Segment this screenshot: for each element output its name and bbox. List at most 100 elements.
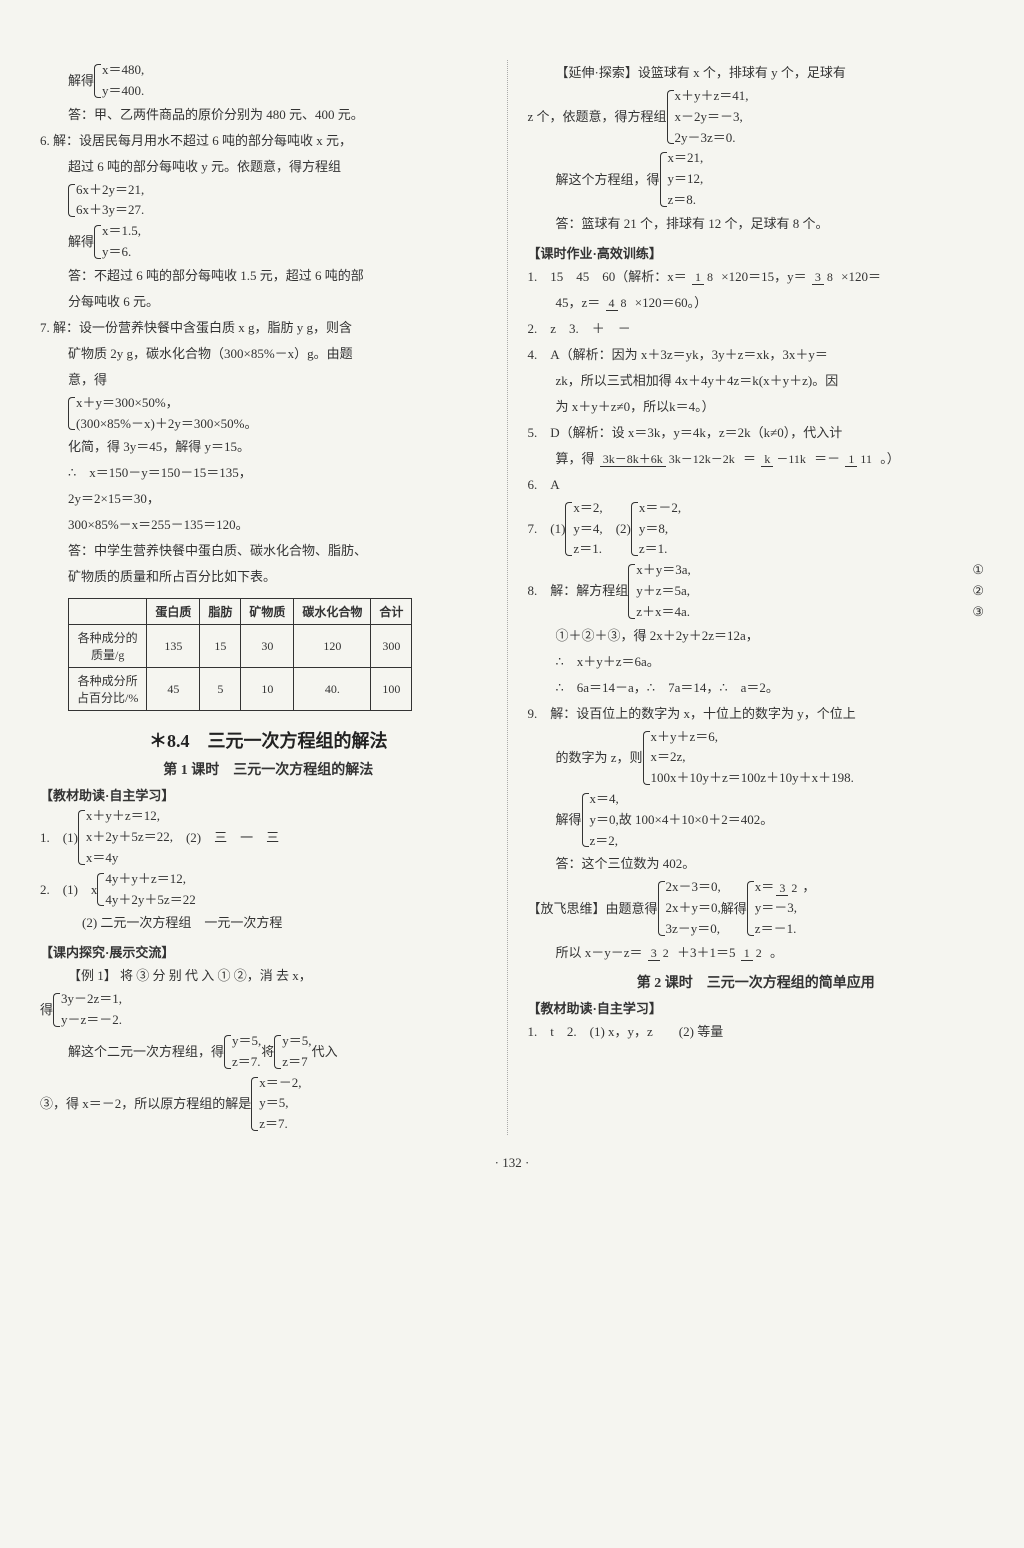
table-cell: 30 (241, 625, 294, 668)
fraction: 32 (648, 947, 672, 960)
calc-text: ∴ x＝150－y＝150－15＝135， (40, 460, 497, 486)
question-text: (2) 二元一次方程组 一元一次方程 (40, 910, 497, 936)
calc-text: ∴ 6a＝14－a，∴ 7a＝14，∴ a＝2。 (528, 675, 985, 701)
text: ＝－ (814, 451, 840, 466)
label: (2) (603, 516, 631, 542)
table-row: 各种成分所 占百分比/% 45 5 10 40. 100 (69, 668, 412, 711)
brace-system: x＝2, y＝4, z＝1. (565, 498, 602, 560)
text: ×120＝ (841, 269, 881, 284)
table-cell: 各种成分的 质量/g (69, 625, 147, 668)
table-cell: 40. (294, 668, 371, 711)
eq-row: z＝2, (590, 831, 619, 852)
eq-row: 2y－3z＝0. (675, 128, 749, 149)
brace-system: x＋y＝300×50%， (300×85%－x)＋2y＝300×50%。 (68, 393, 257, 435)
fraction: 32 (776, 882, 800, 895)
page-number: · 132 · (40, 1155, 984, 1171)
example-final: ③，得 x＝－2，所以原方程组的解是 x＝－2, y＝5, z＝7. (40, 1073, 497, 1135)
eq-row: x＝4y (86, 848, 173, 869)
table-row: 各种成分的 质量/g 135 15 30 120 300 (69, 625, 412, 668)
label: 故 100×4＋10×0＋2＝402。 (619, 807, 773, 833)
eq-row: 2x＋y＝0, (666, 898, 721, 919)
text: 所以 x－y－z＝ (556, 945, 643, 960)
brace-system: x＝480, y＝400. (94, 60, 144, 102)
eq-row: z＝1. (573, 539, 602, 560)
eq-row: 4y＋y＋z＝12, (105, 869, 195, 890)
eq-row: x＋y＝300×50%， (76, 393, 257, 414)
question-9-solve: 解得 x＝4, y＝0, z＝2, 故 100×4＋10×0＋2＝402。 (528, 789, 985, 851)
label: 的数字为 z，则 (556, 745, 643, 771)
brace-system: 6x＋2y＝21, 6x＋3y＝27. (68, 180, 144, 222)
question-1: 1. 15 45 60（解析：x＝ 18 ×120＝15，y＝ 38 ×120＝ (528, 264, 985, 290)
problem-text: 7. 解：设一份营养快餐中含蛋白质 x g，脂肪 y g，则含 (40, 315, 497, 341)
fraction: 48 (606, 297, 630, 310)
eq-row: (300×85%－x)＋2y＝300×50%。 (76, 414, 257, 435)
eq-row: x－2y＝－3, (675, 107, 749, 128)
question-1: 1. (1) x＋y＋z＝12, x＋2y＋5z＝22, x＝4y (2) 三 … (40, 806, 497, 868)
eq-row: x＝－2, (259, 1073, 301, 1094)
answer-text: 答：不超过 6 吨的部分每吨收 1.5 元，超过 6 吨的部 (40, 263, 497, 289)
label: 解得 (68, 68, 94, 94)
solve-block: 解这个方程组，得 x＝21, y＝12, z＝8. (528, 148, 985, 210)
table-cell: 120 (294, 625, 371, 668)
problem-text: 超过 6 吨的部分每吨收 y 元。依题意，得方程组 (40, 154, 497, 180)
problem-text: 矿物质 2y g，碳水化合物（300×85%－x）g。由题 (40, 341, 497, 367)
label: ③，得 x＝－2，所以原方程组的解是 (40, 1091, 251, 1117)
equation-system: x＋y＝300×50%， (300×85%－x)＋2y＝300×50%。 (40, 393, 497, 435)
table-cell: 5 (200, 668, 241, 711)
table-header: 碳水化合物 (294, 599, 371, 625)
extension-text: 【延伸·探索】设篮球有 x 个，排球有 y 个，足球有 (528, 60, 985, 86)
brace-system: x＝－2, y＝5, z＝7. (251, 1073, 301, 1135)
equation-system: 6x＋2y＝21, 6x＋3y＝27. (40, 180, 497, 222)
eq-row: x＝480, (102, 60, 144, 81)
fraction: 111 (845, 453, 875, 466)
eq-row: y＝0, (590, 810, 619, 831)
fraction: 18 (692, 271, 716, 284)
text: 。 (770, 945, 783, 960)
right-column: 【延伸·探索】设篮球有 x 个，排球有 y 个，足球有 z 个，依题意，得方程组… (528, 60, 985, 1135)
calc-text: 化简，得 3y＝45，解得 y＝15。 (40, 434, 497, 460)
section-tag: 【教材助读·自主学习】 (528, 998, 985, 1017)
label: 2. (1) x (40, 877, 97, 903)
eq-row: z＝7 (282, 1052, 311, 1073)
table-cell: 135 (147, 625, 200, 668)
page: 解得 x＝480, y＝400. 答：甲、乙两件商品的原价分别为 480 元、4… (0, 0, 1024, 1548)
label: 代入 (312, 1039, 338, 1065)
text: 45，z＝ (556, 295, 601, 310)
fly-thinking: 【放飞思维】由题意得 2x－3＝0, 2x＋y＝0, 3z－y＝0, 解得 x＝… (528, 877, 985, 939)
question-text: 1. t 2. (1) x，y，z (2) 等量 (528, 1019, 985, 1045)
table-header-row: 蛋白质 脂肪 矿物质 碳水化合物 合计 (69, 599, 412, 625)
table-header: 矿物质 (241, 599, 294, 625)
table-header: 蛋白质 (147, 599, 200, 625)
example-solve: 解这个二元一次方程组，得 y＝5, z＝7. 将 y＝5, z＝7 代入 (40, 1031, 497, 1073)
calc-text: 2y＝2×15＝30， (40, 486, 497, 512)
question-5-cont: 算，得 3k－8k＋6k3k－12k－2k ＝ k－11k ＝－ 111 。） (528, 446, 985, 472)
fraction: 38 (812, 271, 836, 284)
eq-row: x＋y＋z＝41, (675, 86, 749, 107)
label: 7. (1) (528, 516, 566, 542)
brace-system: y＝5, z＝7 (274, 1031, 311, 1073)
question-6: 6. A (528, 472, 985, 498)
example-text: 【例 1】 将 ③ 分 别 代 入 ① ②，消 去 x， (40, 963, 497, 989)
eq-row: y＋z＝5a,② (636, 581, 984, 602)
label: 8. 解：解方程组 (528, 578, 629, 604)
solve-block: 解得 x＝1.5, y＝6. (40, 221, 497, 263)
question-4-cont: 为 x＋y＋z≠0，所以k＝4。） (528, 394, 985, 420)
eq-row: y＝－3, (755, 898, 816, 919)
brace-system: x＝32， y＝－3, z＝－1. (747, 877, 816, 939)
brace-system: y＝5, z＝7. (224, 1031, 261, 1073)
question-2: 2. (1) x 4y＋y＋z＝12, 4y＋2y＋5z＝22 (40, 869, 497, 911)
calc-text: 所以 x－y－z＝ 32 ＋3＋1＝5 12 。 (528, 940, 985, 966)
eq-row: z＋x＝4a.③ (636, 602, 984, 623)
eq-row: 6x＋2y＝21, (76, 180, 144, 201)
table-cell: 15 (200, 625, 241, 668)
eq-row: y＝12, (668, 169, 704, 190)
eq-row: x＋y＋z＝12, (86, 806, 173, 827)
question-9: 9. 解：设百位上的数字为 x，十位上的数字为 y，个位上 (528, 701, 985, 727)
question-1-cont: 45，z＝ 48 ×120＝60。） (528, 290, 985, 316)
eq-row: z＝7. (232, 1052, 261, 1073)
eq-row: y＝4, (573, 519, 602, 540)
problem-text: 意，得 (40, 367, 497, 393)
brace-system: x＋y＝3a,① y＋z＝5a,② z＋x＝4a.③ (628, 560, 984, 622)
eq-row: z＝－1. (755, 919, 816, 940)
text: ×120＝60。） (635, 295, 707, 310)
